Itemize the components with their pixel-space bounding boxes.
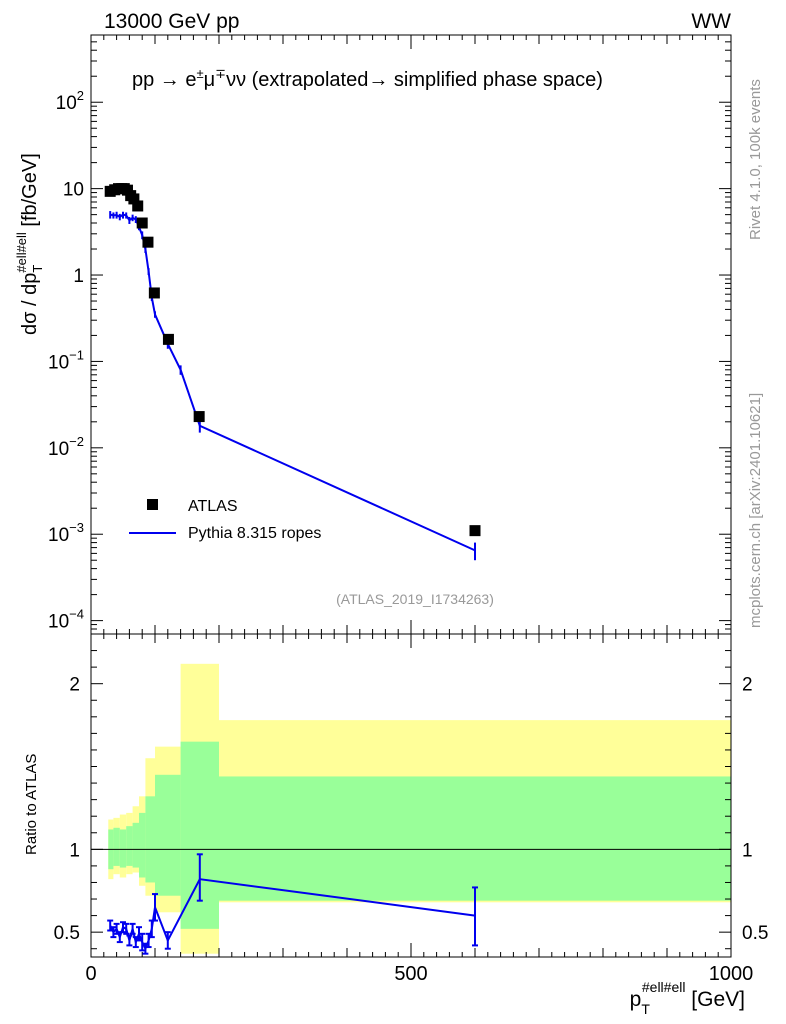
legend-data-marker [147, 499, 158, 510]
uncertainty-band-inner [113, 827, 120, 866]
analysis-id: (ATLAS_2019_I1734263) [336, 591, 494, 607]
main-y-tick-label: 1 [73, 266, 84, 287]
uncertainty-band-inner [155, 774, 181, 896]
x-tick-label: 500 [394, 963, 427, 985]
legend-data-label: ATLAS [188, 498, 238, 515]
data-point [193, 411, 205, 423]
uncertainty-band-inner [126, 826, 133, 866]
mcplots-label: mcplots.cern.ch [arXiv:2401.10621] [747, 393, 764, 628]
ratio-y-tick-label: 1 [69, 840, 80, 861]
main-y-tick-label: 10 [63, 180, 84, 201]
uncertainty-band-inner [139, 812, 146, 878]
main-plot: 102 10 1 10−1 10−2 10−3 10−4 [48, 34, 732, 635]
ratio-y-tick-label: 0.5 [54, 923, 80, 944]
main-y-tick-label: 10−3 [48, 520, 84, 546]
ratio-y-tick-label-right: 2 [742, 675, 753, 696]
data-point [136, 217, 148, 229]
uncertainty-band-inner [145, 796, 155, 883]
ratio-y-tick-label-right: 1 [742, 840, 753, 861]
main-y-tick-label: 10−1 [48, 347, 84, 373]
mc-series-line [109, 213, 476, 552]
ratio-y-tick-label-right: 0.5 [742, 923, 768, 944]
x-axis-label: pT#ell#ell [GeV] [630, 979, 745, 1017]
data-point [162, 333, 174, 345]
ratio-y-tick-label: 2 [69, 675, 80, 696]
x-tick-label: 1000 [709, 963, 754, 985]
uncertainty-band-inner [119, 829, 127, 868]
process-label: WW [691, 10, 731, 33]
ratio-y-axis-label: Ratio to ATLAS [23, 754, 40, 855]
main-y-tick-label: 102 [56, 88, 84, 114]
main-y-tick-label: 10−4 [48, 607, 84, 633]
data-point [142, 236, 154, 248]
data-point [128, 193, 140, 205]
main-title: pp → e±μ∓νν (extrapolated→ simplified ph… [132, 66, 603, 91]
uncertainty-band-inner [132, 822, 139, 868]
rivet-version-label: Rivet 4.1.0, 100k events [747, 79, 764, 240]
main-frame [90, 34, 732, 635]
ratio-plot: 0.5 0.5 1 1 2 2 0 500 1000 [54, 634, 768, 985]
ratio-frame [90, 633, 732, 958]
main-y-tick-label: 10−2 [48, 434, 84, 460]
uncertainty-band-inner [219, 776, 731, 901]
data-point [469, 525, 481, 537]
data-point [148, 287, 160, 299]
legend-mc-label: Pythia 8.315 ropes [188, 525, 321, 542]
main-y-axis-label: dσ / dpT#ell#ell [fb/GeV] [14, 153, 45, 335]
energy-label: 13000 GeV pp [104, 10, 239, 33]
x-tick-label: 0 [85, 963, 96, 985]
data-point [132, 200, 144, 212]
